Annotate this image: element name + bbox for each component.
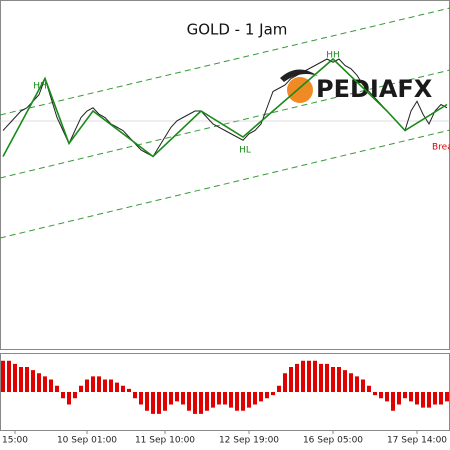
histogram-bar — [163, 392, 167, 411]
histogram-bar — [223, 392, 227, 405]
histogram-bar — [199, 392, 203, 414]
x-tick-label: 10 Sep 01:00 — [57, 436, 117, 446]
annotation: HL — [239, 146, 251, 156]
histogram-bar — [19, 367, 23, 392]
x-tick-label: 15:00 — [2, 436, 28, 446]
histogram-bar — [157, 392, 161, 414]
histogram-bar — [187, 392, 191, 411]
histogram-bar — [61, 392, 65, 399]
x-tick-label: 17 Sep 14:00 — [387, 436, 447, 446]
histogram-bar — [55, 385, 59, 392]
histogram-bar — [31, 370, 35, 392]
logo-icon — [280, 69, 318, 82]
histogram-bar — [13, 363, 17, 392]
channel-line — [0, 129, 450, 239]
histogram-bar — [301, 360, 305, 392]
histogram-bar — [133, 392, 137, 399]
histogram-bar — [433, 392, 437, 405]
histogram-bar — [97, 376, 101, 392]
histogram-bar — [295, 363, 299, 392]
histogram-bar — [325, 363, 329, 392]
histogram-bar — [385, 392, 389, 402]
histogram-bar — [175, 392, 179, 402]
histogram-bar — [439, 392, 443, 405]
x-tick-label: 11 Sep 10:00 — [135, 436, 195, 446]
histogram-bar — [427, 392, 431, 408]
histogram-bar — [91, 376, 95, 392]
histogram-bar — [235, 392, 239, 411]
histogram-bar — [343, 370, 347, 392]
histogram-bar — [127, 388, 131, 392]
histogram-bar — [67, 392, 71, 405]
histogram-bar — [49, 379, 53, 392]
histogram-bar — [103, 379, 107, 392]
histogram-bar — [379, 392, 383, 399]
channel-line — [0, 69, 450, 179]
price-panel — [0, 0, 450, 350]
x-tick-label: 12 Sep 19:00 — [219, 436, 279, 446]
price-line — [2, 57, 448, 158]
histogram-bar — [205, 392, 209, 411]
histogram-bar — [409, 392, 413, 402]
histogram-bar — [367, 385, 371, 392]
histogram-bar — [7, 360, 11, 392]
histogram-bar — [145, 392, 149, 411]
histogram-bar — [397, 392, 401, 405]
histogram-bar — [1, 360, 5, 392]
histogram-bar — [337, 367, 341, 392]
histogram-bar — [403, 392, 407, 399]
histogram-bar — [421, 392, 425, 408]
histogram-bar — [139, 392, 143, 405]
histogram-bar — [181, 392, 185, 405]
histogram-bar — [361, 379, 365, 392]
annotation: Brea — [432, 143, 450, 153]
histogram-bar — [259, 392, 263, 402]
histogram-bar — [109, 379, 113, 392]
histogram-bar — [193, 392, 197, 414]
histogram-bar — [247, 392, 251, 408]
histogram-bar — [355, 376, 359, 392]
histogram-bar — [415, 392, 419, 405]
histogram-bar — [265, 392, 269, 399]
histogram-bar — [79, 385, 83, 392]
histogram-bar — [445, 392, 449, 402]
histogram-bar — [25, 367, 29, 392]
histogram-bar — [271, 392, 275, 396]
histogram-bar — [37, 373, 41, 392]
histogram-bar — [43, 376, 47, 392]
annotation: HH — [326, 51, 340, 61]
histogram-bar — [373, 392, 377, 396]
price-line — [2, 58, 448, 158]
histogram-bar — [313, 360, 317, 392]
histogram-bar — [115, 382, 119, 392]
histogram-bar — [211, 392, 215, 408]
histogram-bar — [289, 367, 293, 392]
channel-line — [0, 7, 450, 116]
histogram-bar — [307, 360, 311, 392]
histogram-bar — [349, 373, 353, 392]
histogram-bar — [121, 385, 125, 392]
x-tick-label: 16 Sep 05:00 — [303, 436, 363, 446]
histogram-bar — [151, 392, 155, 414]
histogram-bar — [229, 392, 233, 408]
histogram-bar — [169, 392, 173, 405]
histogram-bar — [73, 392, 77, 399]
histogram-bar — [331, 367, 335, 392]
chart-title: GOLD - 1 Jam — [187, 21, 288, 39]
histogram-bar — [241, 392, 245, 411]
histogram-bar — [319, 363, 323, 392]
logo-icon — [287, 77, 313, 103]
histogram-bar — [391, 392, 395, 411]
histogram-bar — [85, 379, 89, 392]
histogram-bar — [283, 373, 287, 392]
histogram-bar — [277, 385, 281, 392]
histogram-bar — [217, 392, 221, 405]
histogram-bar — [253, 392, 257, 405]
